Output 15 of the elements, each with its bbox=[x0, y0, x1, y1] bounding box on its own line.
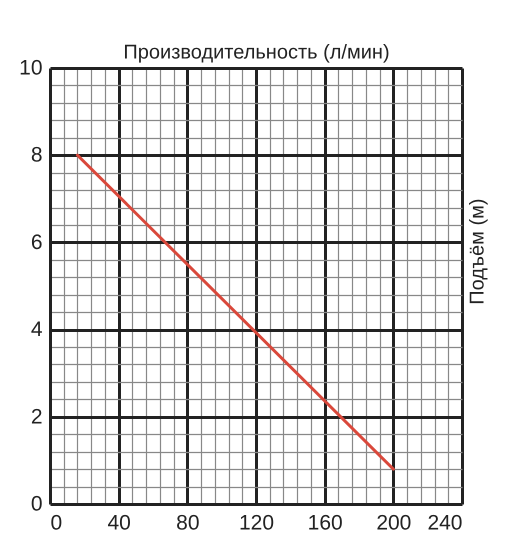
x-tick-label: 200 bbox=[376, 512, 412, 534]
x-tick-label: 240 bbox=[427, 512, 462, 534]
y-tick-label: 2 bbox=[30, 405, 42, 428]
y-tick-label: 0 bbox=[30, 492, 42, 516]
x-tick-label: 120 bbox=[238, 512, 274, 534]
x-tick-label: 160 bbox=[308, 512, 343, 534]
y-tick-label: 8 bbox=[30, 144, 42, 167]
y-tick-label: 10 bbox=[19, 56, 42, 80]
x-tick-label: 0 bbox=[50, 512, 62, 534]
y-tick-label: 6 bbox=[30, 230, 42, 254]
y-tick-label: 4 bbox=[30, 318, 43, 342]
x-tick-label: 40 bbox=[107, 512, 131, 534]
x-axis-title: Производительность (л/мин) bbox=[123, 42, 390, 64]
x-tick-label: 80 bbox=[176, 512, 200, 534]
y-axis-title: Подъём (м) bbox=[466, 198, 488, 305]
